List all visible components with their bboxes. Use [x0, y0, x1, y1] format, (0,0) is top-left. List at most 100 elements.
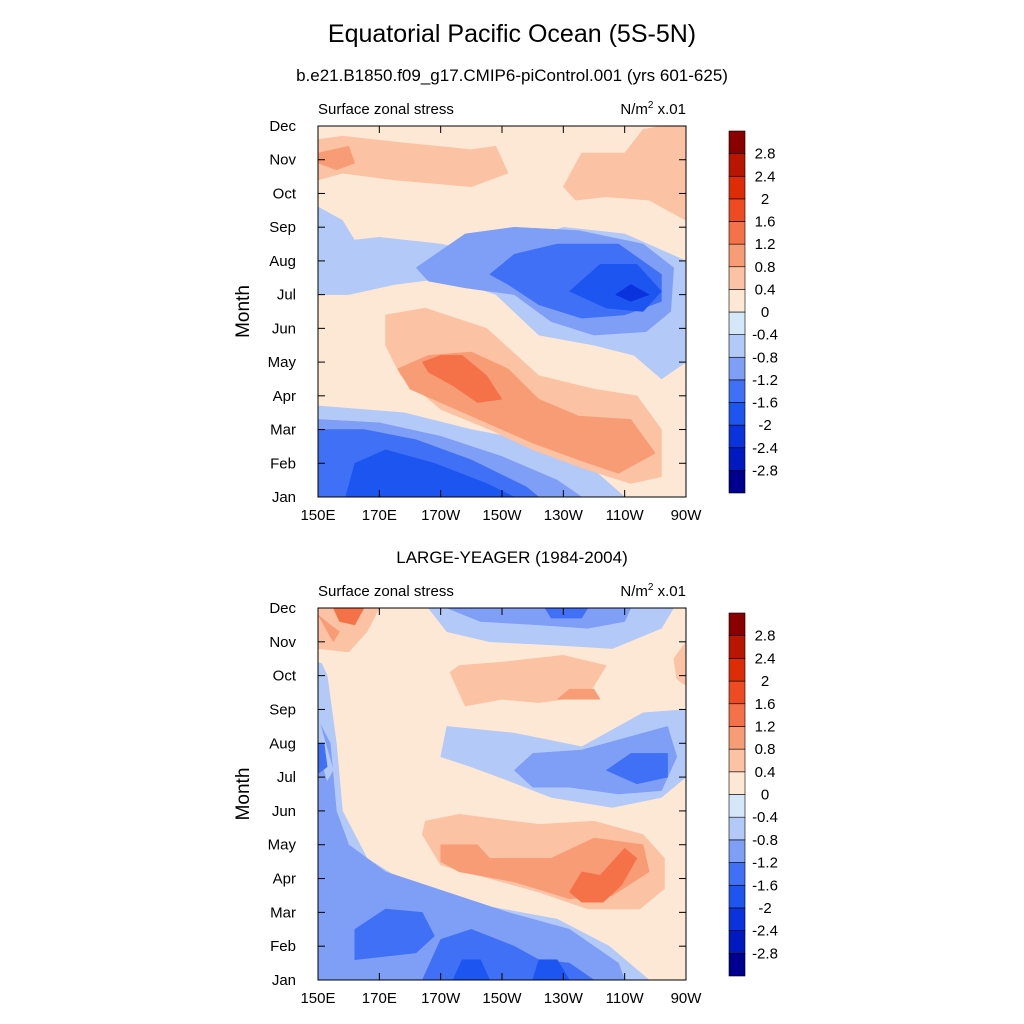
contour-region-24 [673, 641, 686, 687]
colorbar-label: -1.2 [752, 855, 778, 872]
contour-region-3 [354, 908, 435, 960]
contour-region-21 [544, 608, 589, 619]
colorbar-box [728, 266, 746, 290]
colorbar-box [728, 447, 746, 471]
units-label: N/m2 x.01 [620, 582, 686, 600]
y-tick-label: Sep [269, 701, 296, 718]
colorbar-label: 2 [761, 673, 769, 690]
colorbar-box [728, 771, 746, 795]
x-tick-label: 90W [671, 507, 703, 524]
x-tick-label: 150W [482, 507, 522, 524]
colorbar-box [728, 726, 746, 750]
x-tick-label: 150E [300, 990, 335, 1007]
colorbar-label: -0.4 [752, 327, 778, 344]
y-tick-label: Apr [273, 388, 296, 405]
y-tick-label: Oct [273, 668, 297, 685]
y-tick-label: Nov [269, 152, 296, 169]
colorbar-label: -2.4 [752, 923, 778, 940]
colorbar-box [728, 402, 746, 426]
contour-region-15 [318, 145, 356, 171]
colorbar-label: 0.8 [755, 259, 776, 276]
colorbar-label: -2.8 [752, 462, 778, 479]
colorbar-box [728, 658, 746, 682]
colorbar-label: 0 [761, 787, 769, 804]
colorbar-label: 1.6 [755, 696, 776, 713]
y-tick-label: Aug [269, 735, 296, 752]
contour-region-12 [569, 264, 662, 312]
colorbar-box [728, 907, 746, 931]
colorbar-box [728, 379, 746, 403]
x-tick-label: 130W [544, 990, 584, 1007]
x-tick-label: 150W [482, 990, 522, 1007]
y-tick-label: Nov [269, 634, 296, 651]
contour-region-13 [606, 753, 668, 785]
colorbar-box [728, 635, 746, 659]
colorbar-box [728, 356, 746, 381]
colorbar-box [728, 794, 746, 818]
colorbar-box [728, 680, 746, 705]
y-tick-label: Dec [269, 600, 296, 617]
contour-region-4 [345, 449, 515, 497]
colorbar-box [728, 198, 746, 222]
contour-region-23 [556, 688, 601, 700]
colorbar: -2.8 -2.4 -2 -1.6 -1.2 -0.8 -0.4 0 0.4 0.8 1.2 1.6 2… [728, 130, 778, 494]
contour-region-5 [452, 959, 490, 980]
colorbar-box [728, 175, 746, 200]
colorbar-label: 2.8 [755, 628, 776, 645]
colorbar-label: -1.6 [752, 395, 778, 412]
colorbar-label: 0.4 [755, 764, 776, 781]
contour-region-17 [333, 608, 365, 626]
colorbar-box [728, 470, 746, 494]
colorbar-box [728, 130, 746, 154]
colorbar-box [728, 153, 746, 177]
colorbar-label: -2.4 [752, 440, 778, 457]
y-tick-label: Dec [269, 118, 296, 135]
y-tick-label: Feb [270, 938, 296, 955]
colorbar: -2.8 -2.4 -2 -1.6 -1.2 -0.8 -0.4 0 0.4 0.8 1.2 1.6 2… [728, 612, 778, 977]
units-label: N/m2 x.01 [620, 100, 686, 118]
x-tick-label: 130W [544, 507, 584, 524]
contour-region-13 [615, 284, 650, 302]
y-tick-label: May [268, 837, 297, 854]
contour-region-7 [422, 355, 503, 403]
y-tick-label: Apr [273, 871, 296, 888]
colorbar-label: -1.2 [752, 372, 778, 389]
x-tick-label: 150E [300, 507, 335, 524]
y-tick-label: Aug [269, 253, 296, 270]
colorbar-box [728, 612, 746, 636]
colorbar-label: 1.2 [755, 236, 776, 253]
colorbar-label: 0.8 [755, 741, 776, 758]
colorbar-label: 2.4 [755, 168, 776, 185]
y-tick-label: Mar [270, 904, 296, 921]
contour-region-10 [318, 715, 334, 781]
x-tick-label: 110W [606, 507, 645, 524]
colorbar-label: -0.4 [752, 809, 778, 826]
contour-region-16 [563, 126, 686, 221]
colorbar-label: 2.8 [755, 146, 776, 163]
y-tick-label: Jan [272, 489, 296, 506]
left-string: Surface zonal stress [318, 583, 454, 600]
contour-region-18 [318, 614, 340, 643]
y-tick-label: Sep [269, 219, 296, 236]
left-string: Surface zonal stress [318, 101, 454, 118]
x-tick-label: 170E [362, 507, 397, 524]
y-tick-label: Jul [277, 769, 296, 786]
colorbar-box [728, 424, 746, 449]
y-axis-label: Month [233, 768, 254, 821]
colorbar-label: -2 [758, 900, 771, 917]
colorbar-box [728, 289, 746, 313]
colorbar-label: 2.4 [755, 650, 776, 667]
x-tick-label: 90W [671, 990, 703, 1007]
colorbar-box [728, 862, 746, 886]
panel-2-title: LARGE-YEAGER (1984-2004) [396, 548, 628, 567]
colorbar-label: -1.6 [752, 877, 778, 894]
y-tick-label: Mar [270, 422, 296, 439]
y-tick-label: Jan [272, 972, 296, 989]
y-axis-label: Month [233, 285, 254, 338]
panel-1-title: b.e21.B1850.f09_g17.CMIP6-piControl.001 … [296, 66, 728, 85]
x-tick-label: 170W [421, 507, 461, 524]
contour-fills [318, 608, 686, 980]
y-tick-label: Feb [270, 455, 296, 472]
colorbar-box [728, 703, 746, 727]
